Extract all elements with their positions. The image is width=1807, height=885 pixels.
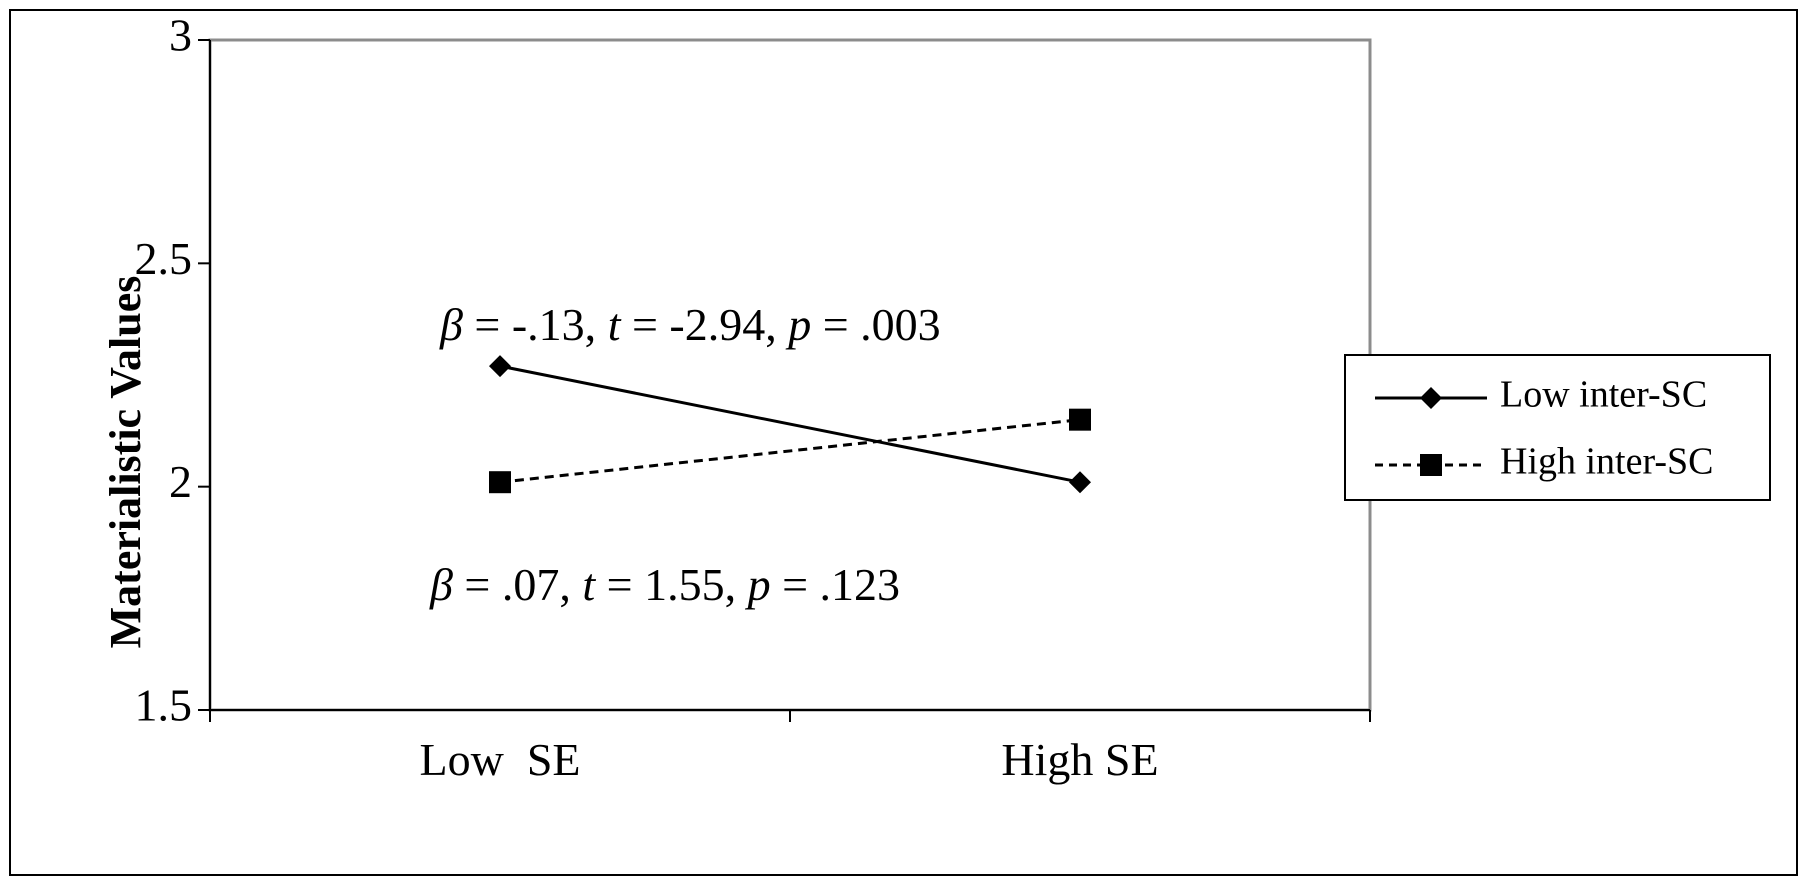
x-tick-label: Low SE bbox=[420, 734, 581, 785]
annotation-upper-slope: β = -.13, t = -2.94, p = .003 bbox=[439, 299, 941, 350]
legend-box bbox=[1344, 354, 1771, 501]
legend: Low inter-SC High inter-SC bbox=[1344, 354, 1771, 501]
y-tick-label: 1.5 bbox=[135, 680, 193, 731]
square-marker-icon bbox=[1420, 454, 1442, 476]
data-point-diamond bbox=[489, 355, 511, 378]
legend-item-high-inter-sc: High inter-SC bbox=[1375, 441, 1714, 483]
diamond-marker-icon bbox=[1420, 387, 1442, 409]
legend-item-low-inter-sc: Low inter-SC bbox=[1375, 374, 1707, 416]
data-point-square bbox=[1069, 408, 1091, 431]
data-point-square bbox=[489, 471, 511, 494]
y-tick-label: 3 bbox=[169, 10, 192, 61]
annotation-text-part: β bbox=[429, 559, 453, 610]
annotation-text-part: = -.13, bbox=[463, 299, 608, 350]
y-tick-label: 2 bbox=[169, 456, 192, 507]
annotation-text-part: = -2.94, bbox=[620, 299, 788, 350]
annotation-text-part: = 1.55, bbox=[595, 559, 747, 610]
annotation-text-part: = .123 bbox=[771, 559, 900, 610]
annotation-text-part: t bbox=[582, 559, 596, 610]
annotation-text-part: p bbox=[785, 299, 811, 350]
annotation-text-part: t bbox=[608, 299, 622, 350]
annotation-text-part: p bbox=[745, 559, 771, 610]
y-tick-label: 2.5 bbox=[135, 233, 193, 284]
annotation-lower-slope: β = .07, t = 1.55, p = .123 bbox=[429, 559, 900, 610]
legend-label-high-inter-sc: High inter-SC bbox=[1500, 441, 1714, 483]
x-ticks: Low SE High SE bbox=[209, 710, 1371, 785]
annotation-text-part: = .07, bbox=[453, 559, 582, 610]
series-line-high-inter-sc bbox=[499, 418, 1081, 484]
x-tick-label: High SE bbox=[1001, 734, 1158, 785]
series-line-low-inter-sc bbox=[499, 364, 1081, 484]
annotation-text-part: β bbox=[439, 299, 463, 350]
annotation-text-part: = .003 bbox=[811, 299, 940, 350]
series-layer bbox=[489, 355, 1091, 494]
y-axis-title: Materialistic Values bbox=[101, 276, 150, 649]
data-point-diamond bbox=[1069, 471, 1091, 494]
legend-label-low-inter-sc: Low inter-SC bbox=[1500, 374, 1707, 416]
y-ticks: 1.5 2 2.5 3 bbox=[135, 10, 210, 731]
